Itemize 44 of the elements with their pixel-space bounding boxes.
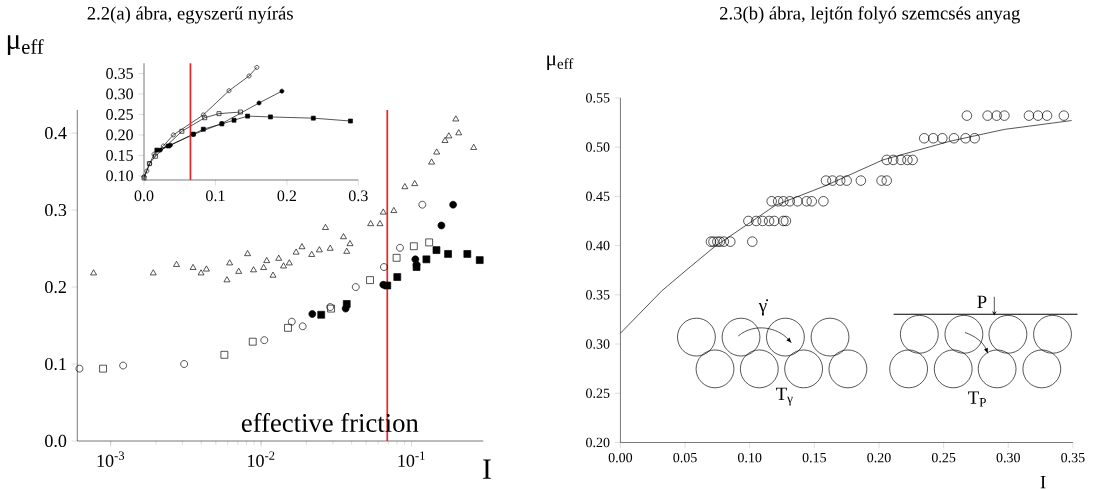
x-tick-label: 10$^{-2}$ — [248, 451, 275, 467]
y-tick-label: 0.50 — [586, 142, 610, 152]
y-tick-label: 0.20 — [106, 129, 133, 141]
y-tick-label: 0.30 — [106, 88, 133, 100]
y-tick-label: 0.25 — [586, 388, 610, 399]
x-tick-label: 0.20 — [867, 452, 891, 463]
annotation: P — [977, 295, 987, 309]
x-tick-label: 10$^{-3}$ — [97, 451, 125, 467]
y-tick-label: 0.1 — [45, 357, 66, 371]
y-tick-label: 0.4 — [45, 126, 67, 140]
y-axis-title: μ$_{eff}$ — [7, 35, 44, 55]
x-tick-label: 0.2 — [277, 190, 296, 202]
y-tick-label: 0.2 — [45, 280, 66, 294]
y-tick-label: 0.40 — [586, 240, 610, 251]
y-tick-label: 0.35 — [586, 290, 610, 300]
y-tick-label: 0.15 — [106, 149, 133, 161]
x-tick-label: 0.3 — [348, 190, 368, 202]
x-tick-label: 0.0 — [134, 190, 154, 202]
y-tick-label: 0.3 — [45, 203, 67, 217]
x-tick-label: 0.30 — [996, 452, 1020, 463]
x-tick-label: 0.15 — [802, 452, 827, 463]
y-tick-label: 0.20 — [586, 437, 610, 448]
y-tick-label: 0.30 — [586, 339, 610, 349]
x-tick-label: 0.00 — [608, 452, 633, 463]
y-tick-label: 0.10 — [106, 170, 133, 182]
y-tick-label: 0.25 — [106, 109, 133, 120]
x-tick-label: 0.05 — [673, 452, 697, 463]
y-axis-title: μ$_{eff}$ — [547, 55, 574, 70]
y-tick-label: 0.35 — [106, 68, 133, 79]
x-axis-title: I — [483, 459, 491, 479]
y-tick-label: 0.0 — [45, 434, 67, 448]
annotation: T$_{γ}$ — [776, 387, 793, 406]
x-axis-title: I — [1040, 476, 1046, 489]
chart-title: 2.2(a) ábra, egyszerű nyírás — [87, 6, 293, 24]
annotation: γ̇ — [758, 299, 769, 316]
x-tick-label: 0.1 — [206, 190, 225, 202]
y-tick-label: 0.45 — [586, 191, 610, 202]
x-tick-label: 0.10 — [737, 452, 762, 463]
x-tick-label: 0.25 — [931, 452, 956, 463]
annotation: T$_{P}$ — [968, 391, 986, 407]
x-tick-label: 10$^{-1}$ — [398, 451, 425, 467]
chart-title: 2.3(b) ábra, lejtőn folyó szemcsés anyag — [719, 6, 1020, 24]
y-tick-label: 0.55 — [586, 93, 610, 103]
x-tick-label: 0.35 — [1061, 452, 1085, 463]
